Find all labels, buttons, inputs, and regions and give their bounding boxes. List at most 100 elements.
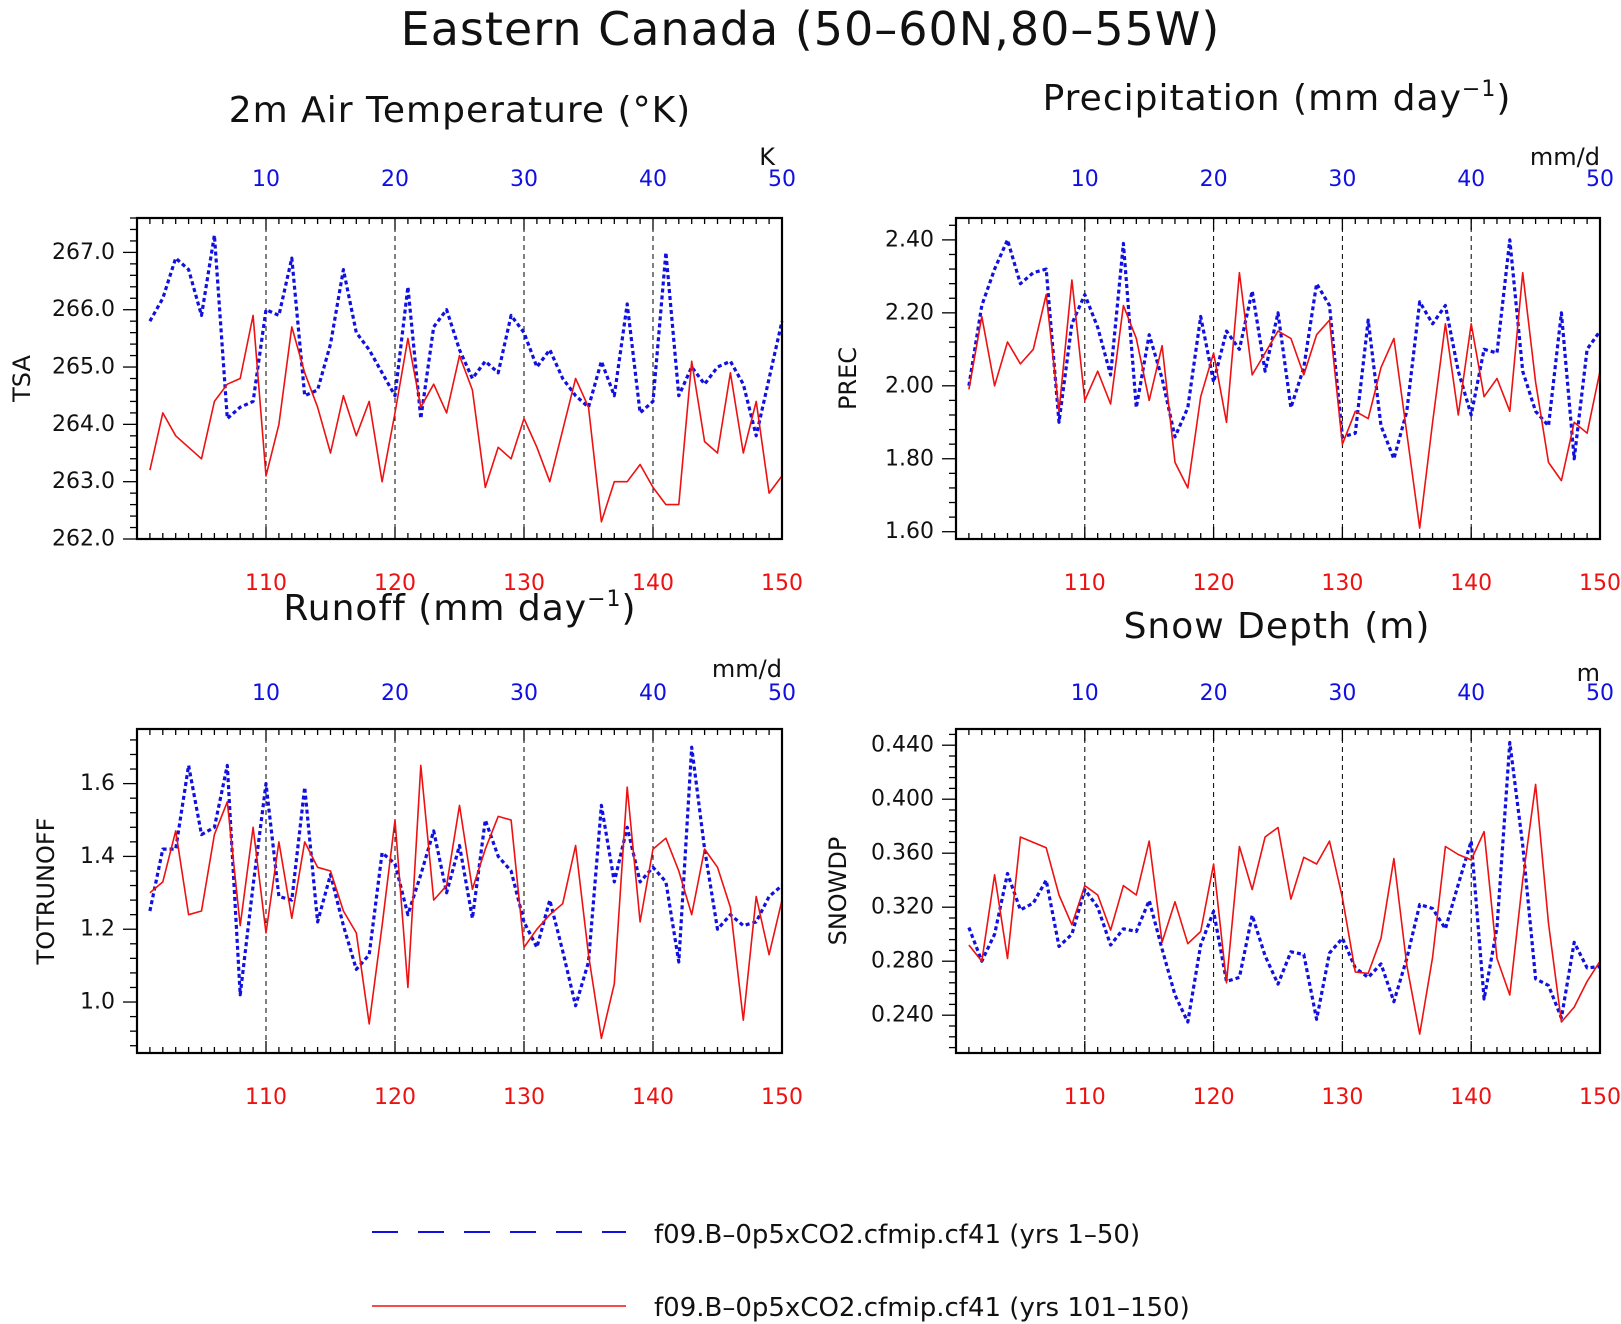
y-tick-label: 265.0 — [52, 355, 115, 380]
top-x-tick-label: 20 — [381, 167, 409, 192]
bottom-x-tick-label: 140 — [1450, 1085, 1492, 1110]
top-x-tick-label: 40 — [1457, 681, 1485, 706]
top-x-tick-label: 40 — [639, 167, 667, 192]
legend: f09.B–0p5xCO2.cfmip.cf41 (yrs 1–50) f09.B… — [372, 1220, 1190, 1323]
bottom-x-tick-label: 140 — [1450, 571, 1492, 596]
y-tick-label: 263.0 — [52, 469, 115, 494]
series-line-years-1-50 — [148, 233, 784, 438]
plot-frame — [954, 727, 1602, 1055]
bottom-x-tick-label: 110 — [245, 571, 287, 596]
y-axis-label: PREC — [834, 347, 862, 410]
panel-title-superscript: −1 — [587, 587, 621, 612]
unit-label: mm/d — [712, 655, 782, 683]
chart-panel-1: Precipitation (mm day−1) mm/d PREC 1.60 1.80… — [834, 77, 1621, 596]
bottom-x-tick-label: 120 — [1193, 571, 1235, 596]
unit-label: m — [1577, 659, 1600, 687]
bottom-x-tick-label: 150 — [1579, 1085, 1621, 1110]
y-tick-label: 0.360 — [871, 841, 934, 866]
bottom-x-tick-label: 110 — [1064, 1085, 1106, 1110]
bottom-x-tick-label: 120 — [1193, 1085, 1235, 1110]
y-tick-label: 2.00 — [885, 373, 934, 398]
panel-title-superscript: −1 — [1462, 77, 1496, 102]
chart-panel-3: Snow Depth (m) m SNOWDP 0.240 0.280 0.320 0.36… — [824, 606, 1621, 1110]
bottom-x-tick-label: 140 — [632, 571, 674, 596]
panel-title-main: Snow Depth (m) — [1124, 606, 1431, 647]
y-axis-label: TOTRUNOFF — [32, 818, 60, 966]
y-axis-label: TSA — [8, 355, 36, 403]
bottom-x-tick-label: 150 — [1579, 571, 1621, 596]
y-tick-label: 2.40 — [885, 227, 934, 252]
y-tick-label: 1.6 — [80, 771, 115, 796]
y-tick-label: 0.240 — [871, 1003, 934, 1028]
y-tick-label: 1.0 — [80, 990, 115, 1015]
y-tick-label: 267.0 — [52, 240, 115, 265]
series-line-years-101-150 — [968, 783, 1601, 1035]
top-x-tick-label: 30 — [1328, 681, 1356, 706]
y-axis-label: SNOWDP — [824, 837, 852, 946]
top-x-tick-label: 50 — [1586, 167, 1614, 192]
panel-title: Runoff (mm day−1) — [283, 587, 636, 629]
bottom-x-tick-label: 130 — [503, 1085, 545, 1110]
top-x-tick-label: 50 — [768, 167, 796, 192]
legend-label-years-101-150: f09.B–0p5xCO2.cfmip.cf41 (yrs 101–150) — [654, 1293, 1190, 1323]
bottom-x-tick-label: 130 — [503, 571, 545, 596]
series-line-years-101-150 — [968, 271, 1601, 529]
top-x-tick-label: 30 — [1328, 167, 1356, 192]
plot-frame — [135, 727, 784, 1055]
bottom-x-tick-label: 110 — [245, 1085, 287, 1110]
legend-label-years-1-50: f09.B–0p5xCO2.cfmip.cf41 (yrs 1–50) — [654, 1220, 1140, 1250]
panel-title-tail: ) — [622, 588, 637, 629]
plot-frame — [954, 216, 1602, 541]
panel-title-tail: ) — [1496, 78, 1511, 119]
top-x-tick-label: 20 — [381, 681, 409, 706]
y-tick-label: 266.0 — [52, 297, 115, 322]
bottom-x-tick-label: 130 — [1321, 1085, 1363, 1110]
y-tick-label: 0.320 — [871, 895, 934, 920]
panel-title: Snow Depth (m) — [1124, 606, 1431, 647]
bottom-x-tick-label: 120 — [374, 571, 416, 596]
y-tick-label: 1.80 — [885, 446, 934, 471]
bottom-x-tick-label: 110 — [1064, 571, 1106, 596]
top-x-tick-label: 20 — [1200, 681, 1228, 706]
panel-title-main: Precipitation (mm day — [1043, 78, 1462, 119]
bottom-x-tick-label: 150 — [761, 1085, 803, 1110]
top-x-tick-label: 10 — [252, 681, 280, 706]
bottom-x-tick-label: 130 — [1321, 571, 1363, 596]
top-x-tick-label: 20 — [1200, 167, 1228, 192]
y-tick-label: 1.2 — [80, 917, 115, 942]
figure-title: Eastern Canada (50–60N,80–55W) — [400, 2, 1221, 56]
unit-label: K — [759, 143, 776, 171]
series-line-years-1-50 — [148, 745, 784, 1008]
bottom-x-tick-label: 140 — [632, 1085, 674, 1110]
series-line-years-101-150 — [149, 764, 783, 1040]
bottom-x-tick-label: 150 — [761, 571, 803, 596]
top-x-tick-label: 10 — [252, 167, 280, 192]
panel-title: Precipitation (mm day−1) — [1043, 77, 1512, 119]
y-tick-label: 0.440 — [871, 733, 934, 758]
top-x-tick-label: 50 — [1586, 681, 1614, 706]
series-line-years-1-50 — [967, 238, 1602, 461]
panel-title-main: 2m Air Temperature (°K) — [229, 90, 691, 131]
series-line-years-101-150 — [149, 314, 783, 523]
top-x-tick-label: 30 — [510, 167, 538, 192]
panel-title-main: Runoff (mm day — [283, 588, 587, 629]
y-tick-label: 264.0 — [52, 412, 115, 437]
top-x-tick-label: 10 — [1071, 681, 1099, 706]
top-x-tick-label: 10 — [1071, 167, 1099, 192]
bottom-x-tick-label: 120 — [374, 1085, 416, 1110]
y-tick-label: 1.60 — [885, 519, 934, 544]
chart-panel-2: Runoff (mm day−1) mm/d TOTRUNOFF 1.0 1.2 1.4 1… — [32, 587, 803, 1110]
plot-frame — [135, 216, 784, 541]
y-tick-label: 2.20 — [885, 300, 934, 325]
top-x-tick-label: 40 — [639, 681, 667, 706]
top-x-tick-label: 40 — [1457, 167, 1485, 192]
y-tick-label: 0.280 — [871, 949, 934, 974]
unit-label: mm/d — [1530, 143, 1600, 171]
y-tick-label: 262.0 — [52, 527, 115, 552]
chart-panel-0: 2m Air Temperature (°K) K TSA 262.0 263.0 264… — [8, 90, 803, 596]
y-tick-label: 1.4 — [80, 844, 115, 869]
y-tick-label: 0.400 — [871, 787, 934, 812]
top-x-tick-label: 30 — [510, 681, 538, 706]
panel-title: 2m Air Temperature (°K) — [229, 90, 691, 131]
